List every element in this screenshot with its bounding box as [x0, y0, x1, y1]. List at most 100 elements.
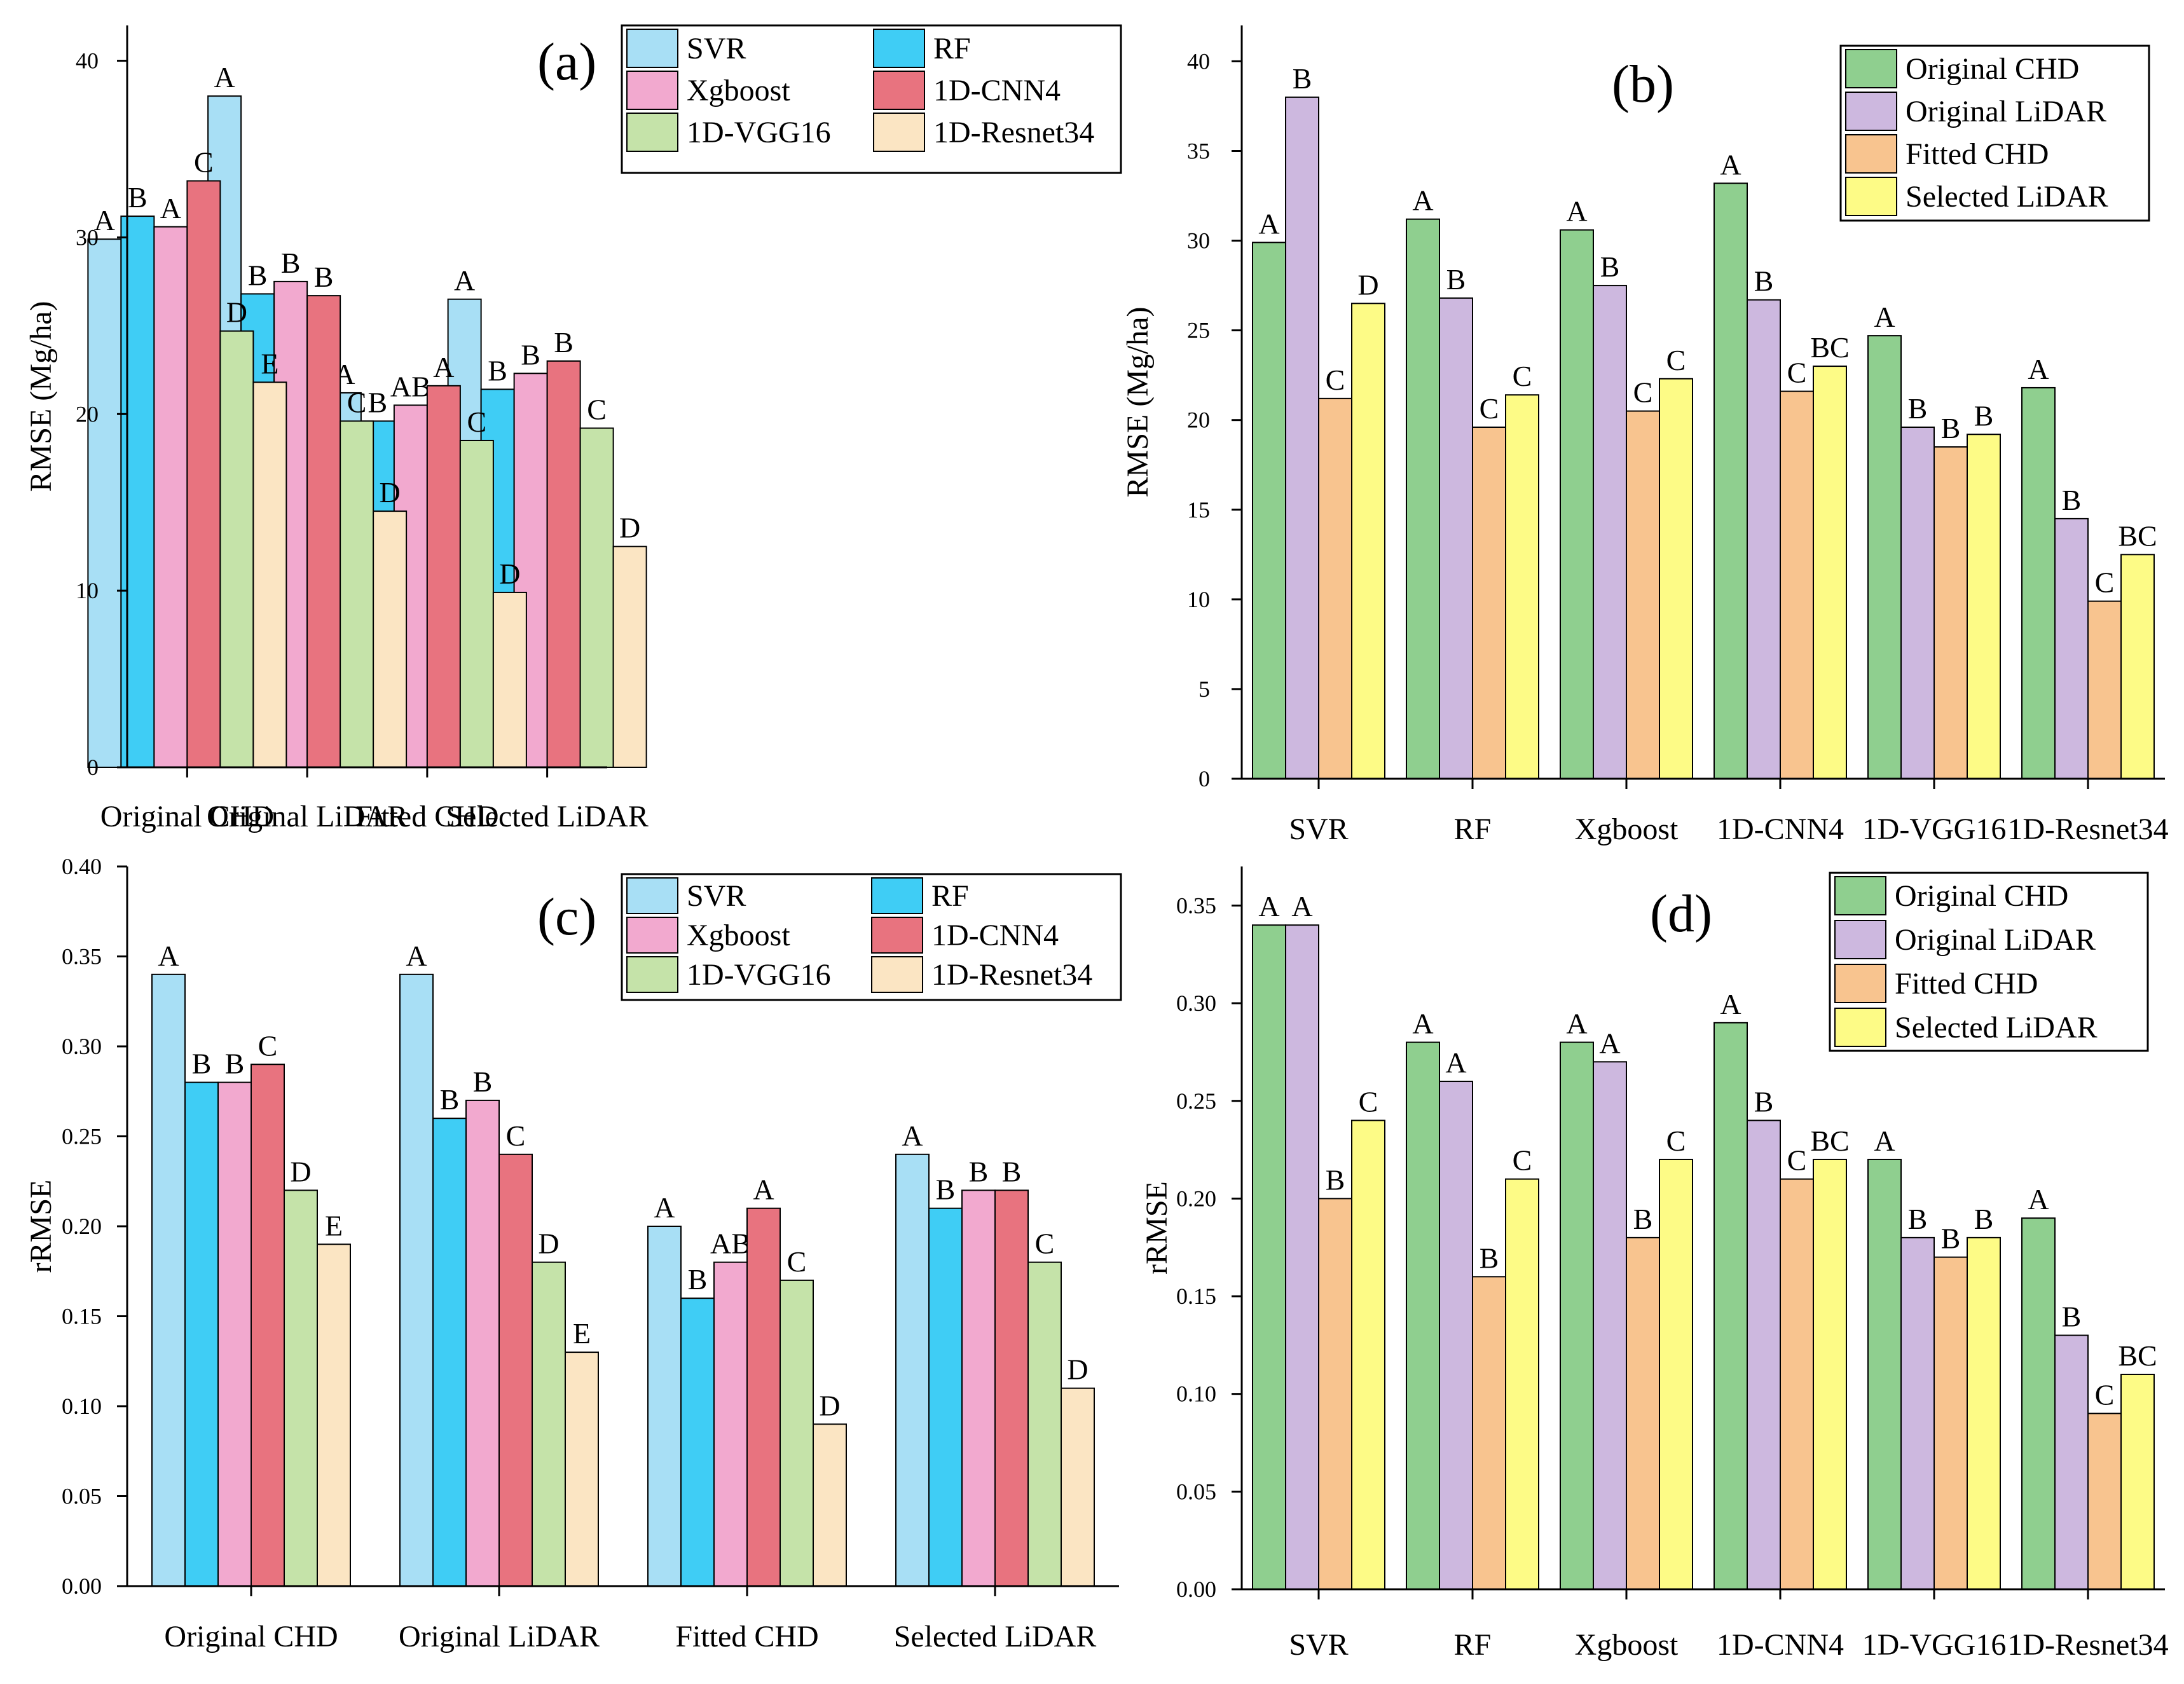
y-tick-label: 0.40	[62, 854, 102, 879]
bar-d-original-chd-5	[2021, 1217, 2056, 1590]
significance-letter: C	[1359, 1085, 1378, 1118]
significance-letter: B	[192, 1048, 212, 1080]
bar-c-svr-1	[399, 973, 434, 1587]
bar-a-1d-cnn4-3	[546, 360, 581, 768]
significance-letter: A	[1412, 184, 1433, 217]
significance-letter: B	[2062, 1301, 2082, 1333]
bar-b-selected-lidar-0	[1351, 303, 1385, 780]
significance-letter: C	[1480, 392, 1499, 425]
significance-letter: A	[1258, 207, 1279, 240]
significance-letter: A	[2028, 353, 2049, 385]
bar-c-1d-vgg16-0	[284, 1189, 318, 1587]
significance-letter: B	[1974, 399, 1994, 432]
significance-letter: A	[94, 204, 115, 236]
significance-letter: A	[1412, 1008, 1433, 1040]
bar-a-1d-cnn4-0	[186, 180, 221, 768]
x-tick-label: Original LiDAR	[207, 800, 408, 833]
bar-b-original-chd-1	[1406, 218, 1440, 779]
significance-letter: A	[214, 61, 235, 93]
y-tick-label: 0	[87, 755, 99, 780]
legend-label: SVR	[687, 32, 746, 65]
significance-letter: C	[2095, 566, 2115, 599]
bar-b-fitted-chd-2	[1626, 410, 1660, 779]
bar-d-fitted-chd-5	[2087, 1413, 2122, 1590]
bar-b-fitted-chd-3	[1780, 390, 1814, 779]
legend-swatch	[626, 71, 678, 110]
significance-letter: B	[1754, 265, 1774, 298]
y-tick-label: 0.10	[1176, 1381, 1216, 1407]
bar-c-rf-1	[432, 1118, 467, 1587]
legend-swatch	[626, 917, 678, 954]
significance-letter: C	[587, 394, 607, 426]
significance-letter: A	[1258, 890, 1279, 922]
significance-letter: C	[2095, 1378, 2115, 1411]
panel-label: (d)	[1650, 884, 1712, 943]
bar-d-original-chd-2	[1560, 1041, 1594, 1591]
bar-d-original-chd-4	[1867, 1158, 1902, 1590]
y-tick-label: 0.00	[62, 1573, 102, 1599]
significance-letter: A	[433, 351, 454, 383]
panel-c: A AAABBBBBBABBCCABDDCCEEDD0.000.050.100.1…	[24, 854, 1122, 1653]
significance-letter: C	[1787, 1144, 1807, 1177]
significance-letter: B	[1002, 1155, 1022, 1188]
bar-a-xgboost-0	[153, 226, 188, 768]
legend-swatch	[626, 113, 678, 152]
x-tick-label: SVR	[1289, 812, 1348, 846]
significance-letter: BC	[2118, 1339, 2157, 1372]
significance-letter: B	[1293, 62, 1312, 95]
panel-label: (c)	[537, 887, 596, 947]
legend-label: Fitted CHD	[1906, 137, 2049, 171]
bar-c-1d-vgg16-1	[532, 1261, 566, 1587]
bar-d-original-chd-3	[1714, 1022, 1748, 1591]
bar-d-selected-lidar-2	[1659, 1158, 1693, 1590]
significance-letter: A	[1566, 1008, 1587, 1040]
bar-d-selected-lidar-4	[1967, 1236, 2001, 1590]
significance-letter: C	[347, 386, 367, 418]
significance-letter: B	[969, 1155, 989, 1188]
y-tick-label: 35	[1187, 139, 1210, 164]
bar-a-svr-0	[87, 238, 122, 768]
significance-letter: B	[1941, 1222, 1961, 1255]
bar-a-1d-vgg16-0	[219, 330, 254, 768]
legend-swatch	[626, 956, 678, 993]
significance-letter: A	[160, 192, 181, 224]
y-axis-title: RMSE (Mg/ha)	[24, 301, 58, 492]
bar-d-original-lidar-4	[1900, 1236, 1935, 1590]
significance-letter: E	[573, 1317, 591, 1350]
bar-c-1d-resnet34-1	[565, 1352, 599, 1587]
significance-letter: B	[473, 1065, 493, 1098]
bar-b-original-lidar-2	[1593, 285, 1627, 780]
legend-swatch	[1845, 49, 1897, 88]
y-tick-label: 20	[76, 401, 99, 427]
panel-label: (b)	[1612, 55, 1674, 114]
x-tick-label: Xgboost	[1575, 812, 1679, 846]
significance-letter: B	[440, 1083, 460, 1116]
legend-label: Xgboost	[687, 74, 790, 107]
significance-letter: E	[261, 347, 278, 380]
legend-label: RF	[933, 32, 971, 65]
y-tick-label: 0.05	[62, 1484, 102, 1509]
significance-letter: D	[538, 1228, 559, 1260]
significance-letter: BC	[2118, 519, 2157, 552]
bar-c-xgboost-2	[713, 1261, 748, 1587]
bar-d-selected-lidar-1	[1505, 1178, 1539, 1590]
bar-c-1d-cnn4-1	[498, 1153, 533, 1587]
significance-letter: B	[936, 1174, 956, 1206]
significance-letter: C	[1633, 376, 1653, 409]
x-tick-label: 1D-Resnet34	[2007, 812, 2168, 846]
legend-swatch	[626, 877, 678, 914]
legend-label: 1D-Resnet34	[931, 958, 1092, 992]
bar-c-1d-vgg16-2	[780, 1279, 814, 1587]
y-tick-label: 0.30	[62, 1034, 102, 1059]
significance-letter: D	[1357, 268, 1378, 301]
bar-a-1d-resnet34-1	[373, 510, 408, 768]
x-tick-label: SVR	[1289, 1628, 1348, 1662]
x-tick-label: 1D-CNN4	[1717, 1628, 1844, 1662]
significance-letter: C	[194, 146, 214, 179]
bar-a-1d-vgg16-3	[579, 427, 614, 768]
x-tick-label: Original CHD	[164, 1620, 338, 1653]
significance-letter: D	[619, 512, 640, 544]
bar-c-1d-cnn4-2	[746, 1207, 781, 1587]
significance-letter: B	[1974, 1203, 1994, 1235]
